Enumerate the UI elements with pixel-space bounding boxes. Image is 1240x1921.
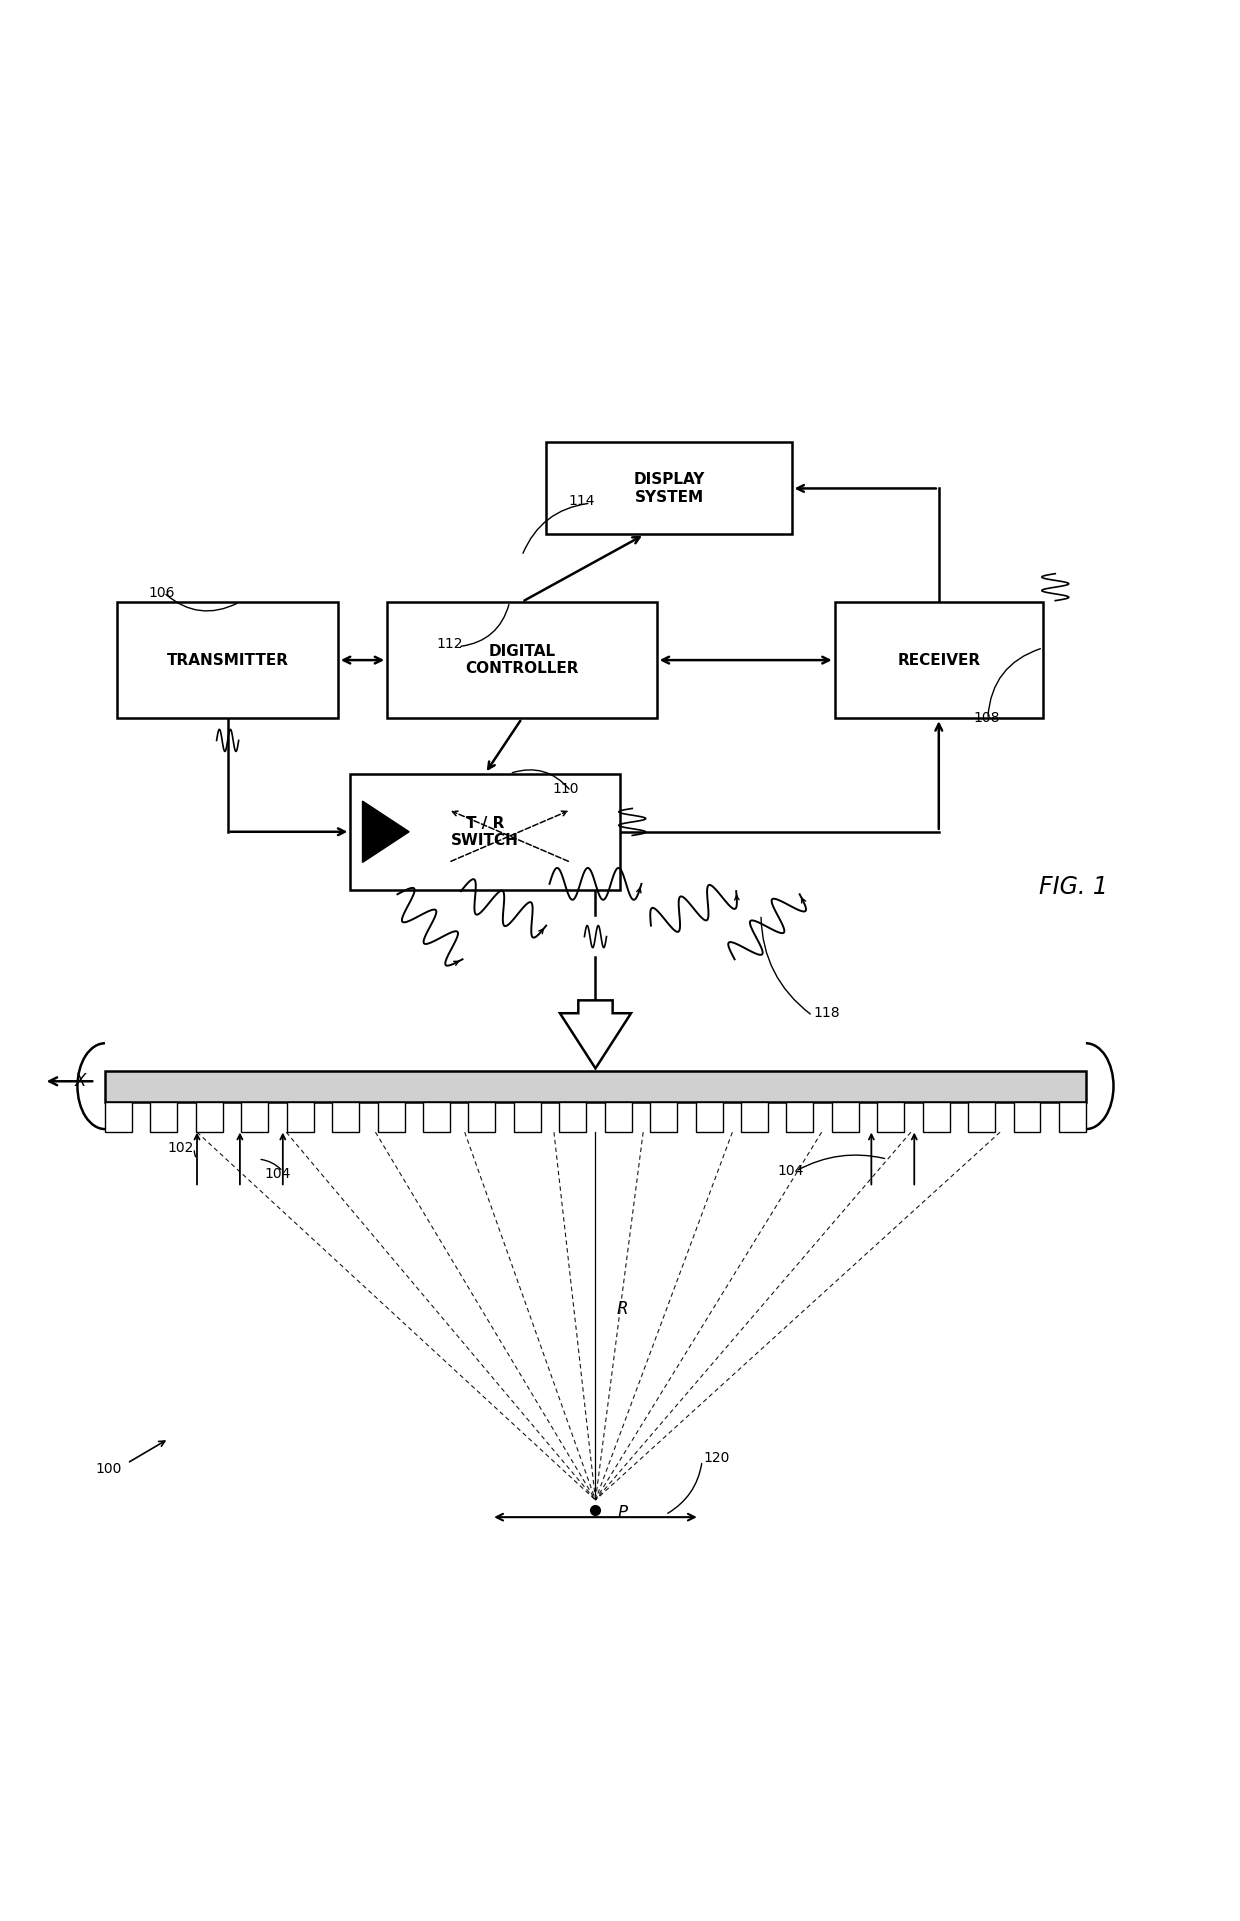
Text: 104: 104 bbox=[777, 1164, 804, 1178]
Bar bbox=[650, 1101, 677, 1131]
Bar bbox=[559, 1101, 587, 1131]
Polygon shape bbox=[560, 1001, 631, 1068]
Bar bbox=[832, 1101, 859, 1131]
Bar bbox=[742, 1101, 768, 1131]
Text: TRANSMITTER: TRANSMITTER bbox=[166, 653, 289, 669]
Polygon shape bbox=[362, 801, 409, 863]
Text: T / R
SWITCH: T / R SWITCH bbox=[451, 816, 520, 847]
Bar bbox=[835, 601, 1043, 718]
Bar bbox=[378, 1101, 404, 1131]
Bar bbox=[118, 601, 339, 718]
Bar bbox=[696, 1101, 723, 1131]
Text: 106: 106 bbox=[148, 586, 175, 599]
Text: 104: 104 bbox=[264, 1166, 291, 1181]
Bar bbox=[923, 1101, 950, 1131]
Text: DIGITAL
CONTROLLER: DIGITAL CONTROLLER bbox=[465, 644, 579, 676]
Text: P: P bbox=[618, 1504, 627, 1523]
Bar bbox=[196, 1101, 223, 1131]
Bar bbox=[469, 1101, 496, 1131]
Text: R: R bbox=[616, 1301, 629, 1318]
Bar bbox=[547, 442, 791, 534]
Text: DISPLAY
SYSTEM: DISPLAY SYSTEM bbox=[634, 473, 704, 505]
Bar bbox=[1013, 1101, 1040, 1131]
Text: 102: 102 bbox=[167, 1141, 193, 1155]
Bar bbox=[242, 1101, 268, 1131]
Text: 112: 112 bbox=[436, 638, 463, 651]
Text: X: X bbox=[74, 1072, 87, 1091]
Bar bbox=[350, 774, 620, 889]
Text: FIG. 1: FIG. 1 bbox=[1039, 874, 1109, 899]
Bar bbox=[423, 1101, 450, 1131]
Bar bbox=[877, 1101, 904, 1131]
Text: 118: 118 bbox=[813, 1007, 841, 1020]
Bar bbox=[605, 1101, 631, 1131]
Bar bbox=[1059, 1101, 1086, 1131]
Bar bbox=[332, 1101, 360, 1131]
Bar bbox=[786, 1101, 813, 1131]
Bar bbox=[387, 601, 657, 718]
Text: 110: 110 bbox=[553, 782, 579, 795]
Text: 120: 120 bbox=[703, 1450, 730, 1466]
Text: RECEIVER: RECEIVER bbox=[898, 653, 981, 669]
Bar bbox=[968, 1101, 994, 1131]
Text: 108: 108 bbox=[973, 711, 999, 724]
Text: 114: 114 bbox=[568, 494, 595, 507]
Bar bbox=[286, 1101, 314, 1131]
Bar bbox=[513, 1101, 541, 1131]
Text: 100: 100 bbox=[95, 1462, 122, 1477]
Bar bbox=[105, 1101, 131, 1131]
Bar bbox=[105, 1070, 1086, 1101]
Bar bbox=[150, 1101, 177, 1131]
